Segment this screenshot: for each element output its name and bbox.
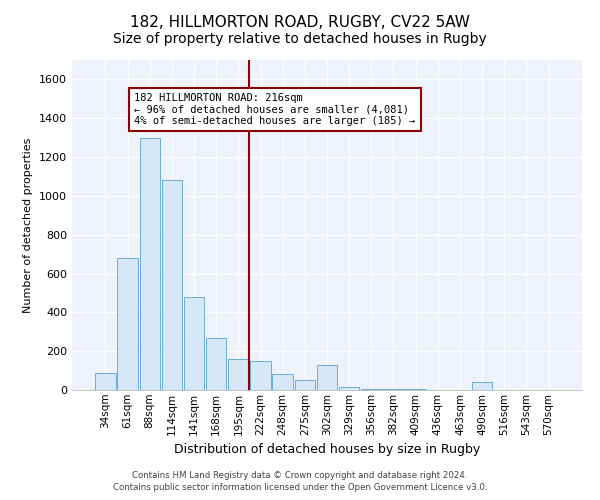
Bar [472,382,493,390]
Y-axis label: Number of detached properties: Number of detached properties [23,138,34,312]
Text: Contains HM Land Registry data © Crown copyright and database right 2024.
Contai: Contains HM Land Registry data © Crown c… [113,471,487,492]
X-axis label: Distribution of detached houses by size in Rugby: Distribution of detached houses by size … [174,443,480,456]
Bar [206,338,226,390]
Text: 182 HILLMORTON ROAD: 216sqm
← 96% of detached houses are smaller (4,081)
4% of s: 182 HILLMORTON ROAD: 216sqm ← 96% of det… [134,93,415,126]
Bar [383,389,404,390]
Bar [361,389,382,390]
Bar [184,297,204,390]
Bar [95,372,116,390]
Text: Size of property relative to detached houses in Rugby: Size of property relative to detached ho… [113,32,487,46]
Bar [272,374,293,390]
Bar [228,359,248,390]
Bar [339,387,359,390]
Bar [295,380,315,390]
Bar [250,361,271,390]
Bar [140,138,160,390]
Bar [161,180,182,390]
Bar [118,258,138,390]
Text: 182, HILLMORTON ROAD, RUGBY, CV22 5AW: 182, HILLMORTON ROAD, RUGBY, CV22 5AW [130,15,470,30]
Bar [317,365,337,390]
